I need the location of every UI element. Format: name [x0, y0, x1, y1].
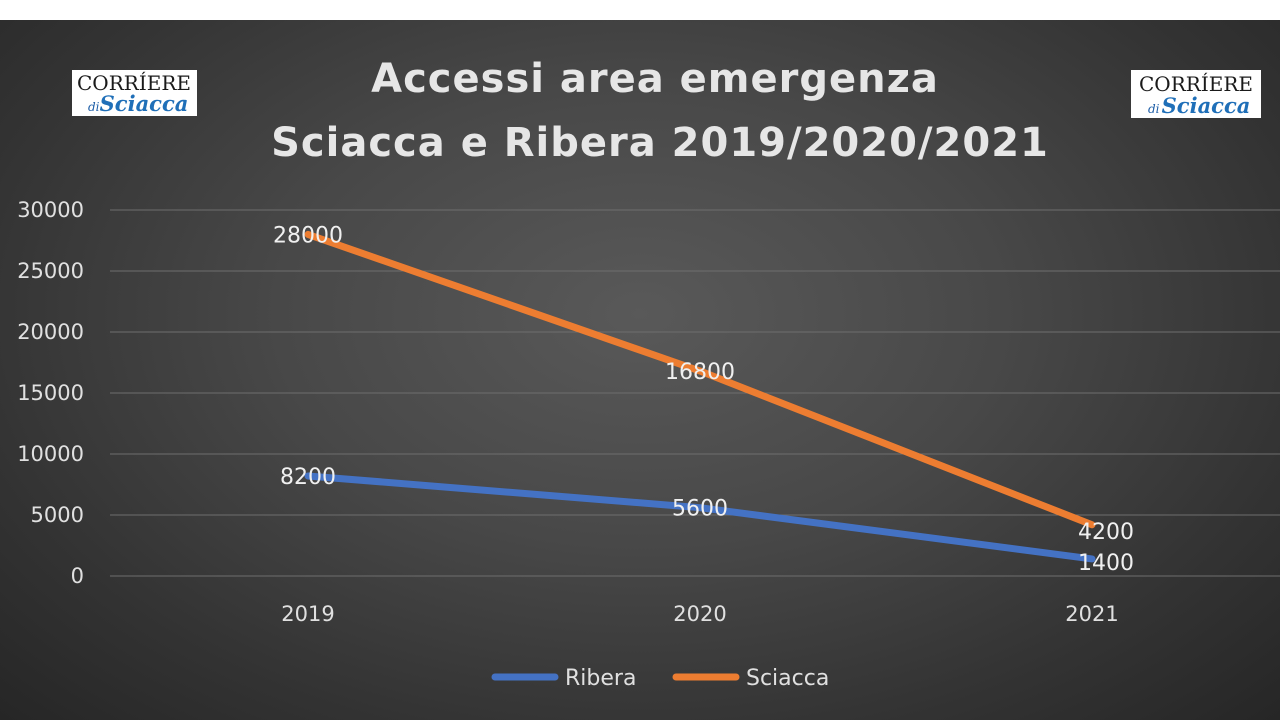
chart-background	[0, 20, 1280, 720]
y-tick-label: 5000	[31, 503, 84, 527]
logo-left-line1: CORRÍERE	[77, 71, 191, 95]
logo-left-di: di	[88, 100, 100, 114]
data-label-sciacca: 4200	[1078, 520, 1134, 545]
x-tick-label: 2021	[1065, 602, 1118, 626]
logo-right-di: di	[1148, 102, 1160, 116]
legend-label-ribera: Ribera	[565, 666, 636, 691]
x-axis-tick-labels: 2019 2020 2021	[281, 602, 1118, 626]
y-tick-label: 20000	[17, 320, 84, 344]
x-tick-label: 2020	[673, 602, 726, 626]
logo-left-line2: Sciacca	[100, 91, 189, 116]
legend: Ribera Sciacca	[491, 666, 829, 691]
data-labels: 8200 5600 1400 28000 16800 4200	[273, 223, 1134, 576]
chart-title-line-1: Accessi area emergenza	[371, 56, 939, 102]
data-label-ribera: 1400	[1078, 551, 1134, 576]
logo-left: CORRÍERE di Sciacca	[72, 70, 197, 116]
logo-left-box	[72, 70, 197, 116]
series-lines	[304, 230, 1096, 563]
y-tick-label: 15000	[17, 381, 84, 405]
data-label-sciacca: 28000	[273, 223, 343, 248]
logo-right: CORRÍERE di Sciacca	[1131, 70, 1261, 118]
y-tick-label: 10000	[17, 442, 84, 466]
logo-right-line2: Sciacca	[1162, 93, 1251, 118]
legend-label-sciacca: Sciacca	[746, 666, 829, 691]
series-line-ribera	[304, 472, 1096, 563]
y-tick-label: 25000	[17, 259, 84, 283]
y-tick-label: 0	[71, 564, 84, 588]
y-axis-tick-labels: 0 5000 10000 15000 20000 25000 30000	[17, 198, 84, 588]
x-tick-label: 2019	[281, 602, 334, 626]
chart-title-line-2: Sciacca e Ribera 2019/2020/2021	[271, 120, 1049, 166]
data-label-ribera: 5600	[672, 497, 728, 522]
gridlines	[110, 209, 1280, 577]
data-label-ribera: 8200	[280, 465, 336, 490]
y-tick-label: 30000	[17, 198, 84, 222]
data-label-sciacca: 16800	[665, 360, 735, 385]
logo-right-line1: CORRÍERE	[1139, 72, 1253, 96]
series-line-sciacca	[304, 230, 1096, 529]
logo-right-box	[1131, 70, 1261, 118]
